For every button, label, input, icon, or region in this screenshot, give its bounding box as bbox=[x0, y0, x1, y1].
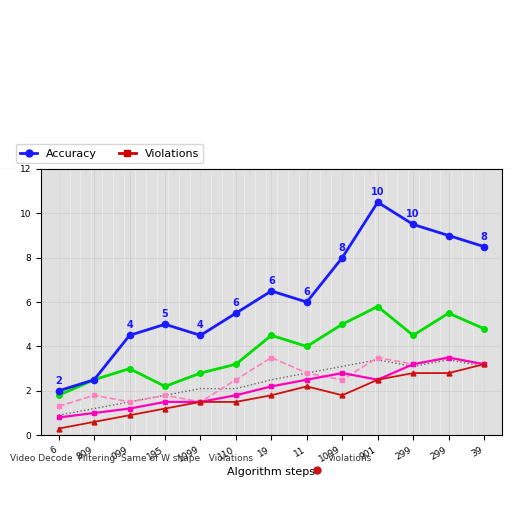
Text: 10: 10 bbox=[407, 209, 420, 220]
Text: 4: 4 bbox=[126, 321, 133, 330]
Text: Inappropriate accuracy detection
algorithm compared with the number of videos
re: Inappropriate accuracy detection algorit… bbox=[10, 8, 305, 46]
Text: 5: 5 bbox=[162, 309, 168, 319]
Text: 6: 6 bbox=[232, 298, 239, 308]
Text: Video Decode  Filtering  Same of W shape   Violations: Video Decode Filtering Same of W shape V… bbox=[10, 455, 253, 463]
Legend: Accuracy, Violations: Accuracy, Violations bbox=[16, 144, 203, 163]
Text: 2: 2 bbox=[55, 376, 62, 386]
Text: 6: 6 bbox=[268, 276, 275, 286]
Text: 6: 6 bbox=[304, 287, 310, 297]
Text: 8: 8 bbox=[339, 243, 346, 253]
Text: 10: 10 bbox=[371, 187, 385, 197]
Text: Violations: Violations bbox=[328, 455, 372, 463]
Text: 4: 4 bbox=[197, 321, 204, 330]
X-axis label: Algorithm steps: Algorithm steps bbox=[227, 467, 315, 477]
Text: 8: 8 bbox=[481, 231, 487, 242]
